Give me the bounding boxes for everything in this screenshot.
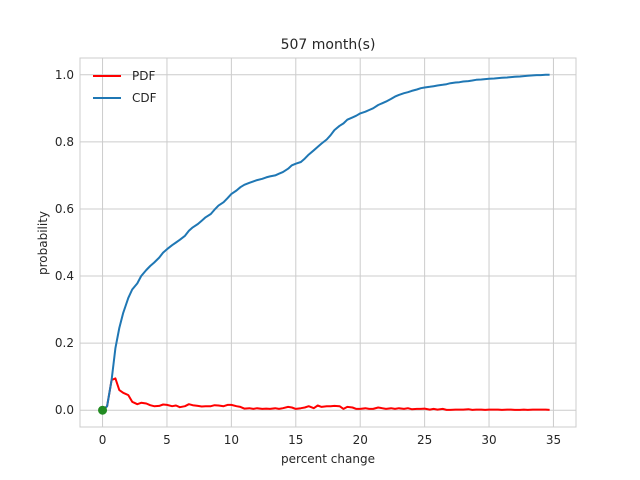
x-tick-label: 5 [163, 433, 171, 447]
series-line-pdf [101, 377, 550, 411]
y-tick-label: 0.8 [55, 135, 74, 149]
x-axis-label: percent change [281, 452, 375, 466]
y-tick-label: 1.0 [55, 68, 74, 82]
x-tick-label: 25 [417, 433, 432, 447]
y-tick-label: 0.6 [55, 202, 74, 216]
axis-ticks: 0 5 10 15 20 25 30 35 0.0 0.2 0.4 0.6 0.8 1.0 [55, 68, 561, 447]
legend: PDF CDF [93, 69, 157, 105]
plot-area [98, 73, 550, 415]
x-tick-label: 20 [353, 433, 368, 447]
chart-title: 507 month(s) [281, 37, 376, 53]
legend-label-cdf: CDF [132, 91, 157, 105]
x-tick-label: 0 [99, 433, 107, 447]
origin-marker [98, 405, 108, 415]
series-line-cdf [101, 73, 550, 411]
legend-label-pdf: PDF [132, 69, 155, 83]
x-tick-label: 30 [481, 433, 496, 447]
y-tick-label: 0.2 [55, 336, 74, 350]
x-tick-label: 15 [288, 433, 303, 447]
x-tick-label: 35 [546, 433, 561, 447]
axes-frame [79, 57, 577, 428]
x-tick-label: 10 [224, 433, 239, 447]
grid [80, 58, 576, 427]
y-tick-label: 0.0 [55, 403, 74, 417]
y-tick-label: 0.4 [55, 269, 74, 283]
y-axis-label: probability [36, 211, 50, 275]
